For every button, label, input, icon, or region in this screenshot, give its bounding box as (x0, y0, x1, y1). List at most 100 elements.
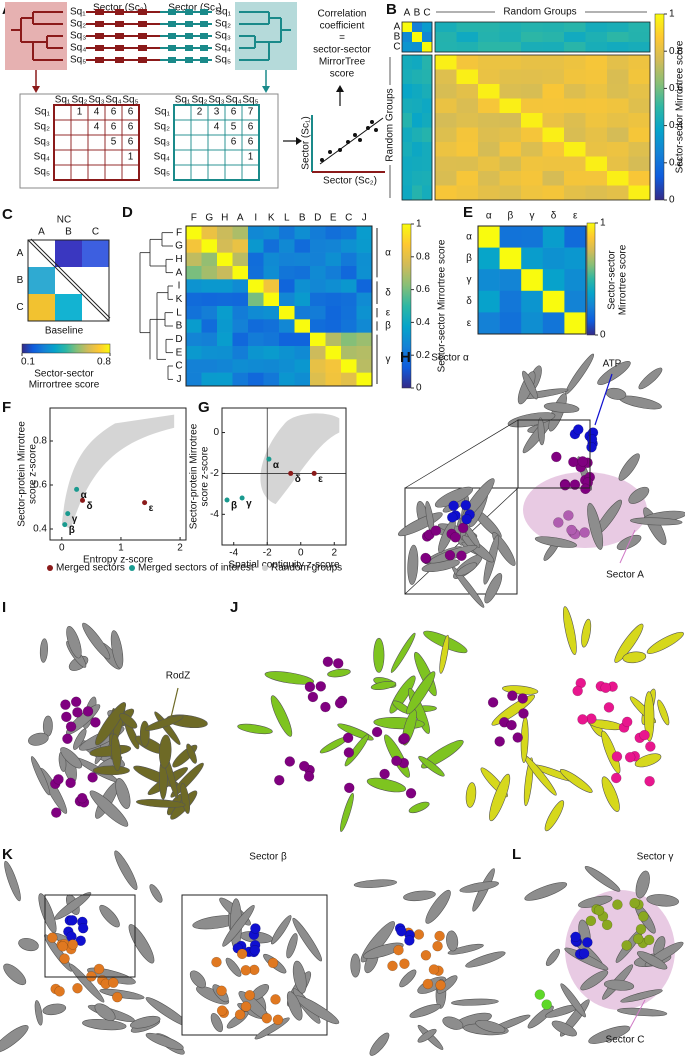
heat-cell (628, 127, 651, 143)
matrix-cell (173, 119, 192, 136)
matrix-box (19, 93, 279, 189)
heat-cell (499, 22, 522, 33)
label: B (176, 321, 183, 332)
label: 1 (77, 107, 83, 118)
heat-cell (201, 226, 218, 240)
ribbon (350, 953, 361, 978)
heat-cell (499, 32, 522, 43)
ribbon (73, 728, 87, 750)
heat-cell (248, 252, 264, 267)
label: F (191, 213, 197, 224)
residue (494, 736, 505, 747)
heat-cell (217, 239, 233, 253)
example-point (328, 150, 332, 154)
heat-cell (402, 55, 413, 70)
residue (86, 971, 97, 982)
ribbon (92, 765, 130, 776)
heat-cell (294, 266, 311, 280)
heat-cell (186, 372, 202, 387)
residue (320, 701, 331, 713)
label: δ (87, 501, 93, 512)
heat-cell (310, 346, 326, 360)
label: ε (467, 318, 472, 329)
heat-cell (294, 226, 311, 240)
heat-cell (201, 372, 218, 387)
heat-cell (499, 269, 522, 292)
heat-cell (263, 239, 280, 253)
sector-surface (523, 472, 647, 548)
heat-cell (521, 32, 543, 43)
label: sector-sector (313, 45, 371, 56)
heat-cell (478, 69, 500, 85)
ribbon (180, 782, 191, 814)
ribbon (158, 734, 172, 769)
heat-cell (310, 292, 326, 307)
sector-block (185, 33, 193, 39)
arrow-head (336, 85, 344, 92)
label: δ (295, 474, 301, 485)
label: NC (57, 215, 71, 226)
label: Sq₅ (242, 95, 258, 106)
heat-cell (263, 319, 280, 333)
sector-block (168, 57, 176, 63)
heat-cell (310, 372, 326, 387)
heat-cell (201, 266, 218, 280)
label: A (237, 213, 244, 224)
heat-cell (356, 292, 373, 307)
heat-cell (542, 142, 565, 157)
ribbon (145, 1032, 184, 1050)
ribbon (646, 894, 679, 907)
ribbon (82, 1018, 127, 1031)
residue (65, 777, 76, 789)
label: Sq₁ (34, 107, 50, 118)
label: 6 (128, 122, 134, 133)
sector-block (138, 45, 147, 51)
heat-cell (422, 22, 433, 33)
ribbon (465, 951, 506, 968)
ribbon (42, 1003, 67, 1016)
label: β (385, 321, 391, 332)
label: 0 (416, 383, 422, 394)
heat-cell (422, 84, 433, 99)
residue (629, 897, 640, 909)
ribbon (587, 502, 604, 550)
ribbon (222, 904, 255, 947)
residue (396, 925, 407, 937)
ribbon (439, 634, 450, 674)
label: C (2, 206, 13, 223)
heat-cell (356, 226, 373, 240)
heat-cell (279, 292, 295, 307)
heat-cell (585, 156, 608, 172)
residue (518, 708, 529, 719)
heat-cell (402, 127, 413, 143)
heat-cell (263, 279, 280, 293)
ribbon (292, 917, 323, 962)
heat-cell (232, 306, 249, 320)
sector-block (200, 45, 208, 51)
heat-cell (412, 127, 423, 143)
heat-cell (564, 69, 586, 85)
ribbon (225, 957, 242, 977)
point (239, 495, 245, 501)
residue (334, 697, 346, 709)
residue (621, 716, 633, 728)
heat-cell (341, 292, 357, 307)
ribbon (620, 989, 663, 1003)
heat-cell (564, 142, 586, 157)
label: K (268, 213, 275, 224)
heat-cell (628, 185, 651, 201)
residue (90, 717, 101, 728)
ribbon (562, 606, 577, 655)
sector-block (168, 9, 176, 15)
heat-cell (607, 69, 629, 85)
label: Mirrortree score (618, 244, 629, 315)
label: 0.2 (669, 157, 683, 168)
example-point (374, 128, 378, 132)
residue (420, 552, 431, 564)
heat-cell (478, 156, 500, 172)
heat-cell (607, 156, 629, 172)
label: Sq₂ (154, 122, 170, 133)
label: B (394, 32, 401, 43)
label: 0.4 (33, 524, 47, 535)
zoom-box (44, 894, 136, 978)
